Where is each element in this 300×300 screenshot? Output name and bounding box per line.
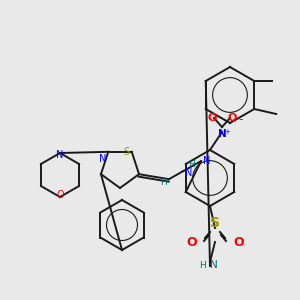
Text: N: N xyxy=(203,156,210,166)
Text: S: S xyxy=(210,216,220,230)
Text: N: N xyxy=(56,150,64,160)
Text: N: N xyxy=(185,168,192,178)
Text: O: O xyxy=(186,236,197,248)
Text: H: H xyxy=(199,261,206,270)
Text: N: N xyxy=(218,129,226,139)
Text: O: O xyxy=(56,190,64,200)
Text: H: H xyxy=(188,160,194,169)
Text: H: H xyxy=(160,178,167,187)
Text: O: O xyxy=(207,113,217,123)
Text: N: N xyxy=(99,154,106,164)
Text: O: O xyxy=(227,113,237,123)
Text: N: N xyxy=(210,260,218,270)
Text: +: + xyxy=(224,129,230,135)
Text: S: S xyxy=(124,147,130,157)
Text: -: - xyxy=(238,113,242,127)
Text: O: O xyxy=(233,236,244,248)
